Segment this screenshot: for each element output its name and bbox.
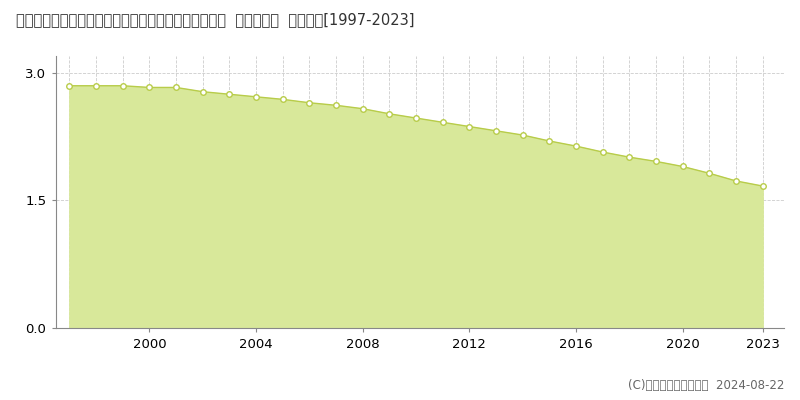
Text: (C)土地価格ドットコム  2024-08-22: (C)土地価格ドットコム 2024-08-22 xyxy=(628,379,784,392)
Text: 愛知県北設楽郡東栄町大字振草字古戸磨谷２１番１外  基準地価格  地価推移[1997-2023]: 愛知県北設楽郡東栄町大字振草字古戸磨谷２１番１外 基準地価格 地価推移[1997… xyxy=(16,12,414,27)
